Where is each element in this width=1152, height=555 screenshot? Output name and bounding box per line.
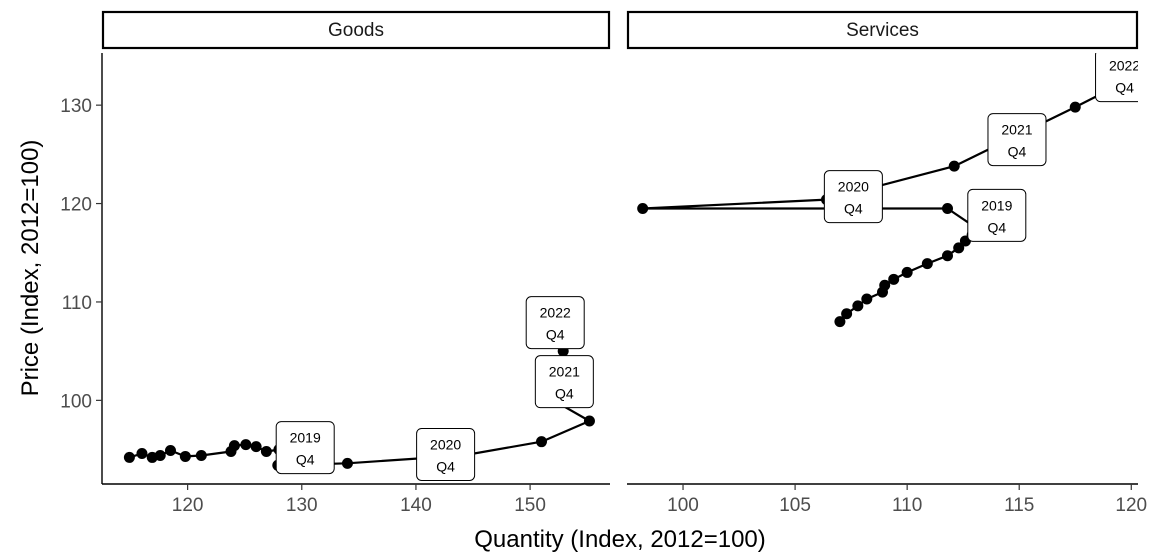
x-axis-title: Quantity (Index, 2012=100)	[474, 526, 766, 553]
x-tick-label: 150	[514, 495, 546, 516]
panels-layer: Goods 100 110 120 130 120 130 140 150 2019 Q4 2020 Q…	[60, 12, 1152, 516]
quarter-label-quarter: Q4	[1115, 80, 1134, 96]
data-point	[1070, 102, 1081, 113]
quarter-label-year: 2019	[290, 430, 321, 446]
y-tick-label: 100	[60, 391, 92, 412]
panel-goods: Goods 100 110 120 130 120 130 140 150 2019 Q4 2020 Q…	[60, 12, 610, 516]
series-line	[129, 351, 589, 465]
quarter-label-quarter: Q4	[844, 201, 863, 217]
x-tick-label: 140	[400, 495, 432, 516]
data-point	[888, 274, 899, 285]
quarter-label-quarter: Q4	[1008, 144, 1027, 160]
panel-services: Services 100 105 110 115 120 2019 Q4 2020 Q4 2021 Q…	[627, 12, 1152, 516]
data-point	[942, 203, 953, 214]
x-tick-label: 105	[779, 495, 811, 516]
data-point	[136, 448, 147, 459]
quarter-label: 2021 Q4	[535, 356, 593, 408]
panel-data: 2019 Q4 2020 Q4 2021 Q4 2022 Q4	[637, 50, 1152, 328]
data-point	[261, 446, 272, 457]
data-point	[942, 250, 953, 261]
data-point	[240, 439, 251, 450]
quarter-label-year: 2019	[981, 197, 1012, 213]
y-tick-label: 120	[60, 195, 92, 216]
data-point	[251, 441, 262, 452]
quarter-label: 2020 Q4	[417, 428, 475, 480]
y-axis-title: Price (Index, 2012=100)	[17, 140, 44, 397]
data-point	[584, 416, 595, 427]
x-tick-label: 115	[1004, 495, 1034, 516]
data-point	[861, 294, 872, 305]
data-point	[949, 161, 960, 172]
quarter-label: 2019 Q4	[968, 189, 1026, 241]
x-tick-label: 100	[667, 495, 699, 516]
quarter-label-quarter: Q4	[296, 452, 315, 468]
y-tick-label: 110	[62, 293, 92, 314]
quarter-label: 2021 Q4	[988, 114, 1046, 166]
data-point	[342, 458, 353, 469]
data-point	[229, 440, 240, 451]
data-point	[536, 436, 547, 447]
panel-data: 2019 Q4 2020 Q4 2021 Q4 2022 Q4	[124, 297, 595, 481]
quarter-label-year: 2020	[838, 179, 869, 195]
quarter-label: 2022 Q4	[1096, 50, 1152, 102]
data-point	[879, 280, 890, 291]
quarter-label: 2022 Q4	[526, 297, 584, 349]
x-tick-label: 110	[892, 495, 922, 516]
data-point	[852, 300, 863, 311]
quarter-label-year: 2021	[1001, 122, 1032, 138]
x-tick-label: 120	[1115, 495, 1147, 516]
facet-strip-label: Goods	[328, 20, 384, 41]
quarter-label-quarter: Q4	[555, 386, 574, 402]
quarter-label-quarter: Q4	[987, 219, 1006, 235]
data-point	[196, 450, 207, 461]
data-point	[922, 258, 933, 269]
data-point	[155, 450, 166, 461]
quarter-label-year: 2021	[549, 364, 580, 380]
quarter-label-year: 2020	[430, 436, 461, 452]
quarter-label-year: 2022	[540, 305, 571, 321]
x-tick-label: 120	[172, 495, 204, 516]
x-tick-label: 130	[286, 495, 318, 516]
data-point	[902, 267, 913, 278]
quarter-label-quarter: Q4	[546, 327, 565, 343]
y-tick-label: 130	[60, 96, 92, 117]
data-point	[637, 203, 648, 214]
data-point	[180, 451, 191, 462]
data-point	[841, 308, 852, 319]
data-point	[124, 452, 135, 463]
data-point	[165, 445, 176, 456]
quarter-label-quarter: Q4	[436, 458, 455, 474]
facet-strip-label: Services	[846, 20, 919, 41]
quarter-label: 2020 Q4	[824, 171, 882, 223]
quarter-label: 2019 Q4	[276, 422, 334, 474]
quarter-label-year: 2022	[1109, 58, 1140, 74]
